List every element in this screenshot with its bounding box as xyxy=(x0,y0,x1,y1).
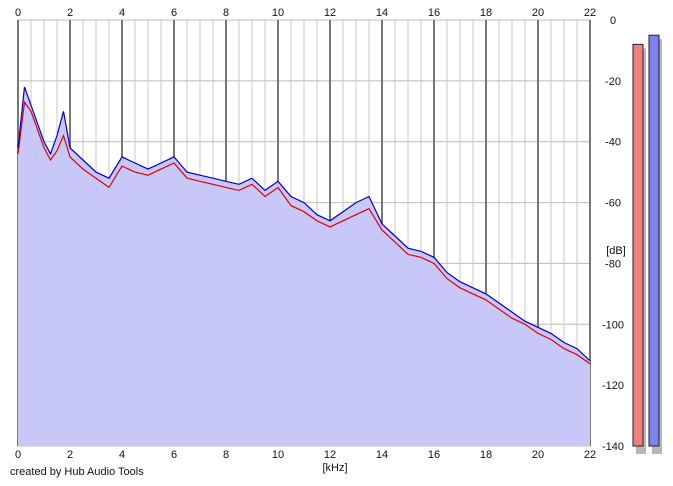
series-line-2 xyxy=(17,86,591,362)
x-tick-label-top: 22 xyxy=(584,7,596,19)
x-tick-label-top: 12 xyxy=(324,7,336,19)
x-tick-label-bottom: 14 xyxy=(376,449,388,461)
x-tick-label-top: 16 xyxy=(428,7,440,19)
x-tick-label-bottom: 2 xyxy=(67,449,73,461)
x-tick-label-top: 20 xyxy=(532,7,544,19)
x-tick-label-top: 0 xyxy=(15,7,21,19)
y-tick-label: 0 xyxy=(610,15,616,27)
spectrum-series xyxy=(17,86,591,365)
x-tick-label-bottom: 20 xyxy=(532,449,544,461)
x-tick-label-bottom: 10 xyxy=(272,449,284,461)
x-tick-label-top: 6 xyxy=(171,7,177,19)
series-line-1 xyxy=(17,100,591,365)
y-tick-label: -120 xyxy=(602,380,624,392)
credit-text: created by Hub Audio Tools xyxy=(10,466,144,478)
x-tick-label-top: 2 xyxy=(67,7,73,19)
x-axis-label: [kHz] xyxy=(322,462,347,474)
x-tick-label-top: 14 xyxy=(376,7,388,19)
y-tick-label: -140 xyxy=(602,441,624,453)
y-tick-label: -40 xyxy=(605,137,621,149)
y-tick-label: -60 xyxy=(605,198,621,210)
x-tick-label-bottom: 12 xyxy=(324,449,336,461)
x-tick-label-bottom: 18 xyxy=(480,449,492,461)
x-tick-label-top: 18 xyxy=(480,7,492,19)
x-tick-label-bottom: 0 xyxy=(15,449,21,461)
y-axis-label: [dB] xyxy=(606,245,626,257)
level-meter-2 xyxy=(648,34,660,447)
x-tick-label-top: 4 xyxy=(119,7,125,19)
x-tick-label-bottom: 22 xyxy=(584,449,596,461)
x-tick-label-bottom: 16 xyxy=(428,449,440,461)
x-tick-label-top: 8 xyxy=(223,7,229,19)
level-meter-1 xyxy=(632,43,644,447)
y-tick-label: -80 xyxy=(605,258,621,270)
y-tick-labels: 0 -20 -40 -60 -80 -100 -120 -140 xyxy=(602,15,624,453)
x-tick-label-top: 10 xyxy=(272,7,284,19)
spectrum-fill-area xyxy=(18,86,590,447)
spectrum-fill xyxy=(18,86,590,447)
x-tick-label-bottom: 4 xyxy=(119,449,125,461)
y-tick-label: -20 xyxy=(605,76,621,88)
level-meters xyxy=(632,34,662,454)
x-tick-label-bottom: 6 xyxy=(171,449,177,461)
y-tick-label: -100 xyxy=(602,319,624,331)
x-tick-label-bottom: 8 xyxy=(223,449,229,461)
